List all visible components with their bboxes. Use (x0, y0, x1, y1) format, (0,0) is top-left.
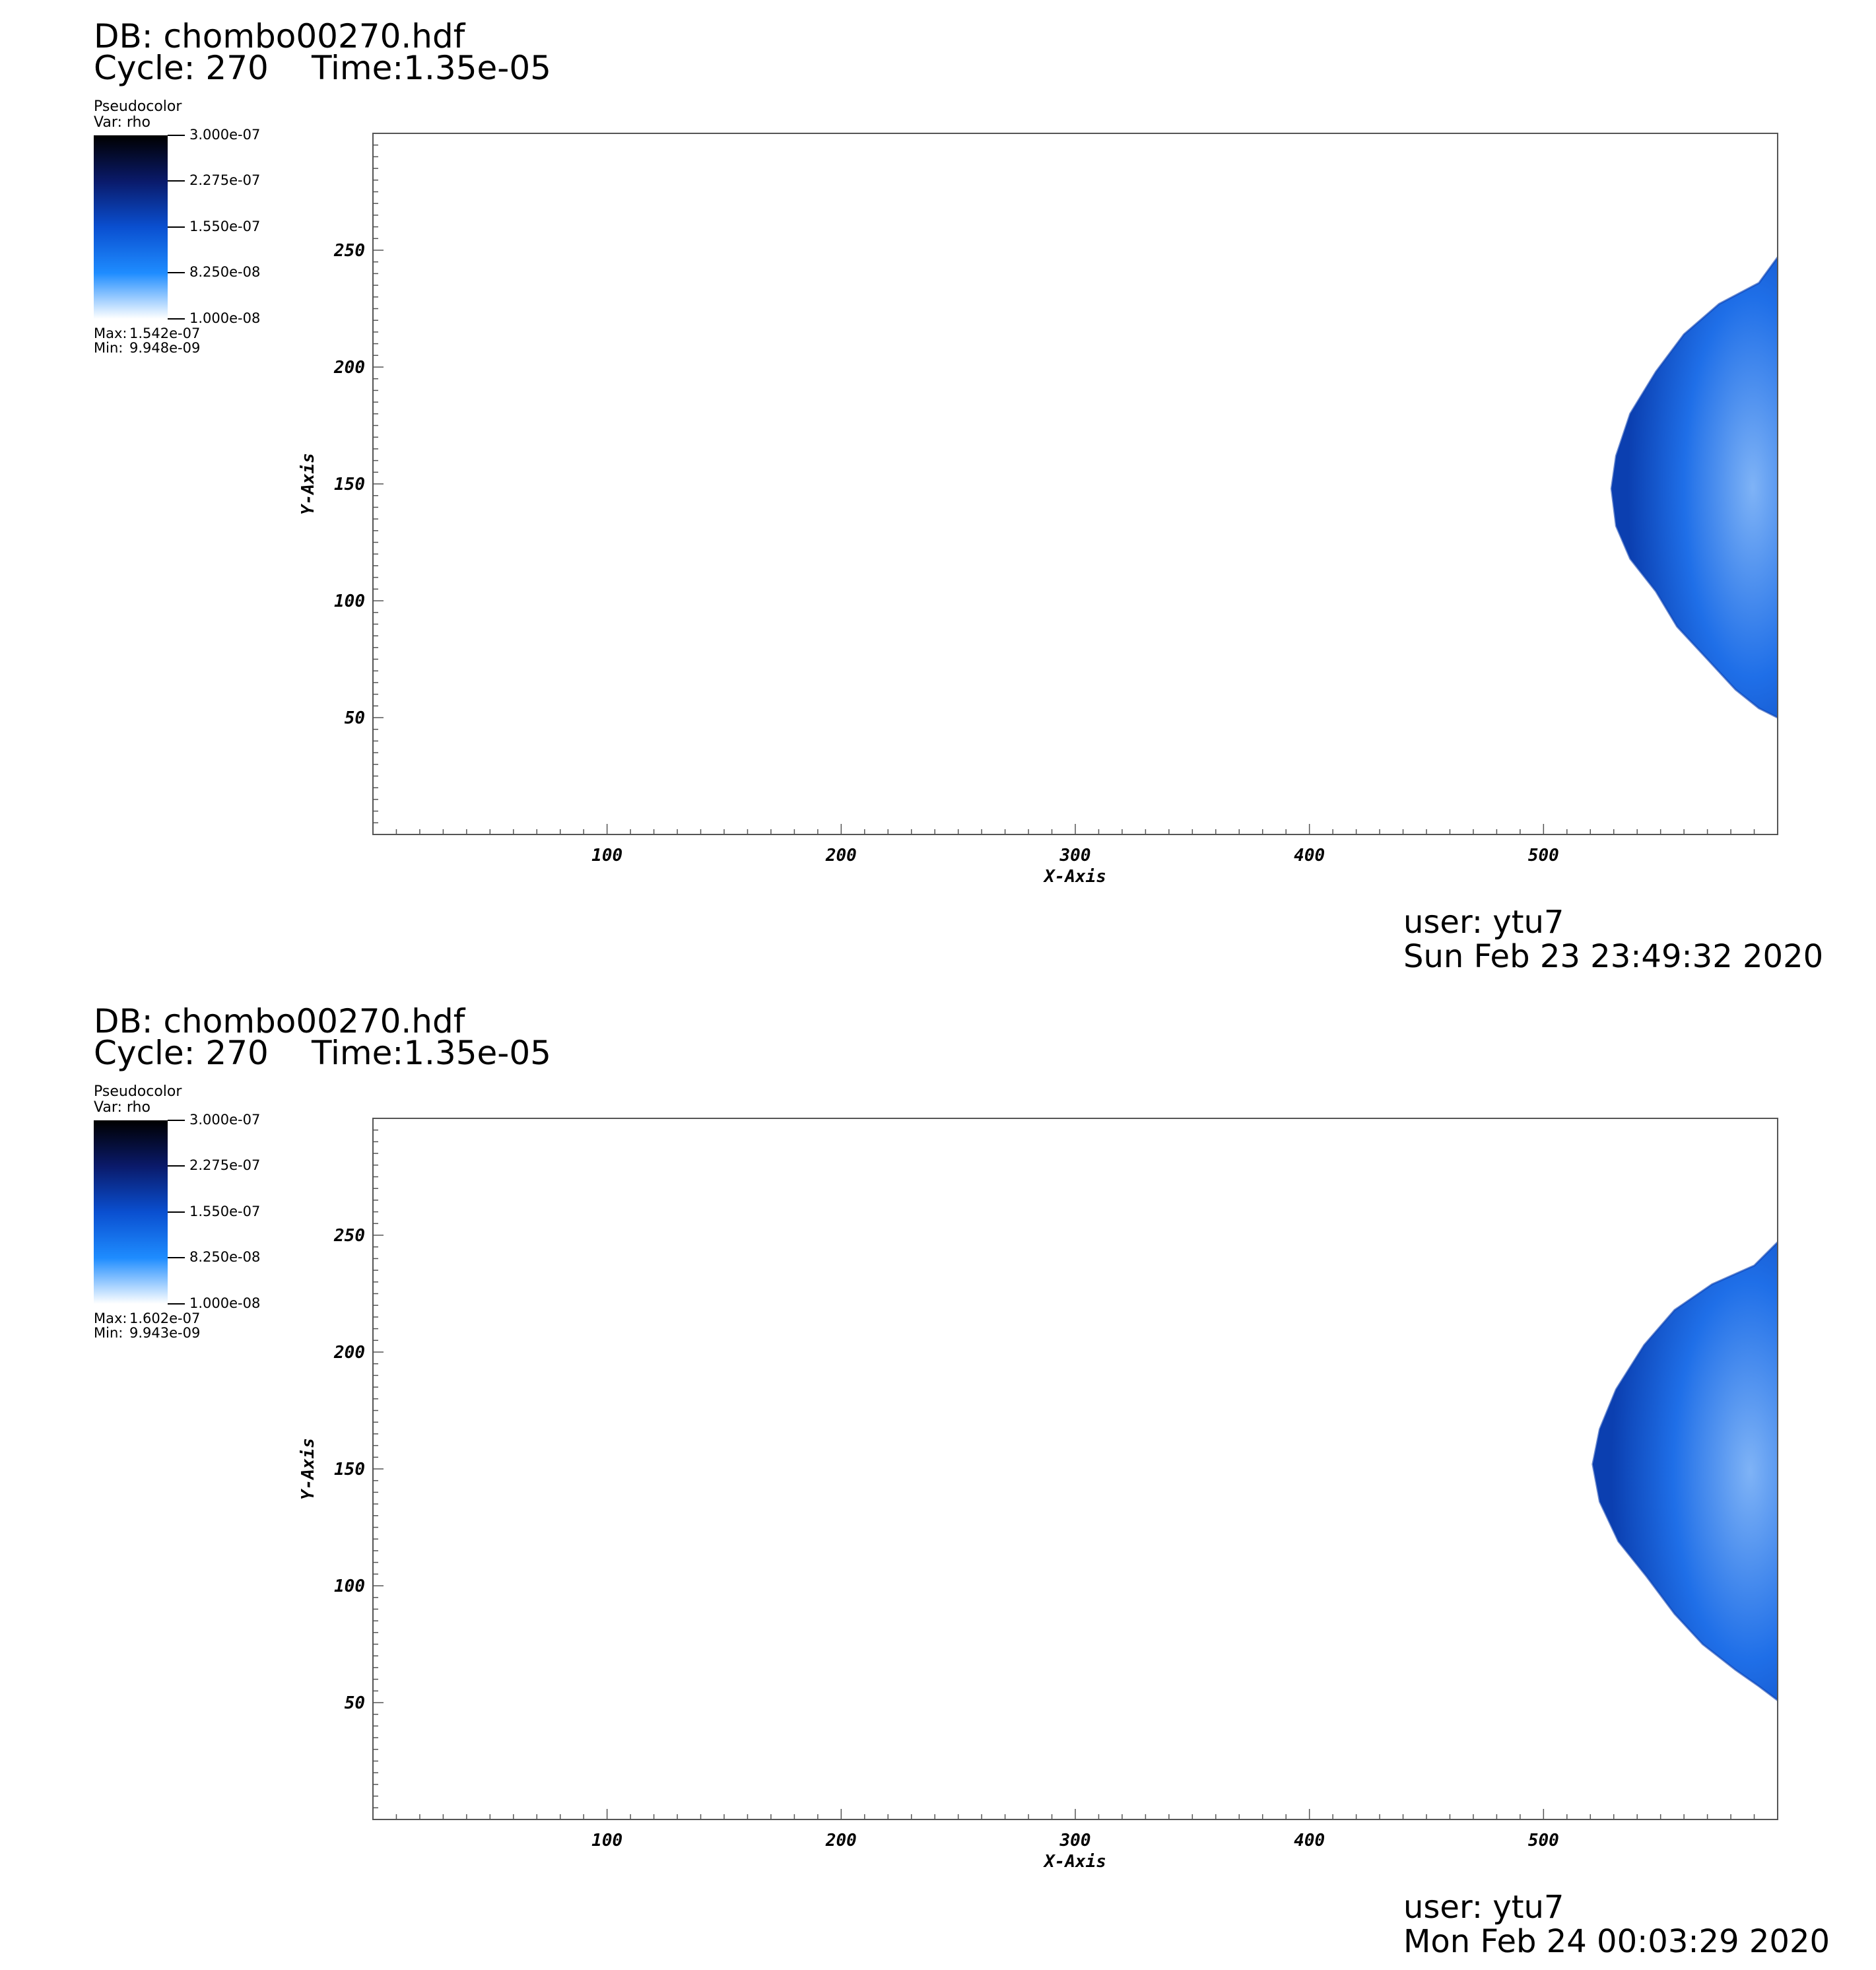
legend-var: Var: rho (94, 114, 151, 131)
time-label: Time:1.35e-05 (312, 1034, 551, 1072)
legend-min: Min: 9.943e-09 (94, 1325, 200, 1341)
x-tick-label: 100 (591, 846, 622, 866)
plot-frame (372, 133, 1778, 835)
x-tick-label: 200 (825, 846, 857, 866)
y-tick-label: 250 (333, 1226, 365, 1246)
colorbar-tick (168, 1120, 185, 1121)
x-axis-label: X-Axis (1043, 867, 1106, 887)
y-tick-label: 150 (334, 475, 365, 494)
x-axis-label: X-Axis (1043, 1852, 1106, 1872)
colorbar (94, 135, 168, 319)
legend-min: Min: 9.948e-09 (94, 340, 200, 356)
colorbar-tick (168, 135, 185, 136)
colorbar-tick-label: 1.550e-07 (189, 1204, 261, 1219)
cycle-value: Cycle: 270 (94, 49, 269, 87)
legend-title: Pseudocolor (94, 1083, 182, 1100)
colorbar-tick (168, 1211, 185, 1213)
legend-max: Max: 1.602e-07 (94, 1310, 200, 1326)
legend-max-value: 1.602e-07 (129, 1310, 201, 1326)
density-front-edge (1591, 1241, 1778, 1701)
colorbar-tick-label: 3.000e-07 (189, 127, 261, 143)
footer-user: user: ytu7 (1403, 1889, 1564, 1926)
db-label: DB: chombo00270.hdf (94, 1002, 465, 1040)
x-tick-label: 500 (1528, 1831, 1559, 1851)
y-tick-label: 100 (334, 1577, 365, 1596)
colorbar-tick (168, 1303, 185, 1305)
y-tick-label: 250 (333, 241, 365, 261)
colorbar (94, 1120, 168, 1304)
legend-min-value: 9.948e-09 (129, 340, 201, 356)
colorbar-tick-label: 1.000e-08 (189, 310, 261, 326)
density-front-edge (1610, 256, 1778, 719)
colorbar-tick-label: 8.250e-08 (189, 264, 261, 280)
colorbar-tick-label: 2.275e-07 (189, 172, 261, 188)
colorbar-tick (168, 272, 185, 273)
legend-min-label: Min: (94, 340, 123, 356)
x-tick-label: 300 (1059, 846, 1091, 866)
panel-bottom: DB: chombo00270.hdf Cycle: 270 Time:1.35… (0, 985, 1876, 1970)
colorbar-tick-label: 1.550e-07 (189, 219, 261, 234)
panel-top: DB: chombo00270.hdf Cycle: 270 Time:1.35… (94, 17, 1824, 975)
legend-max-value: 1.542e-07 (129, 325, 201, 341)
plot: 100 200 300 400 500 50 100 150 200 250 X-Axis Y-Axi… (298, 133, 1778, 887)
y-tick-label: 200 (333, 358, 365, 378)
colorbar-tick-label: 2.275e-07 (189, 1157, 261, 1173)
density-front (1611, 257, 1778, 718)
y-tick-label: 100 (334, 592, 365, 611)
footer-date: Mon Feb 24 00:03:29 2020 (1403, 1923, 1830, 1960)
footer-date: Sun Feb 23 23:49:32 2020 (1403, 938, 1824, 975)
x-tick-label: 400 (1294, 1831, 1325, 1851)
time-label: Time:1.35e-05 (312, 49, 551, 87)
cycle-value: Cycle: 270 (94, 1034, 269, 1072)
x-tick-label: 500 (1528, 846, 1559, 866)
footer-user: user: ytu7 (1403, 904, 1564, 941)
density-field (1610, 256, 1778, 719)
cycle-label: Cycle: 270 Time:1.35e-05 (94, 1034, 551, 1072)
y-tick-label: 200 (333, 1343, 365, 1363)
legend-max-label: Max: (94, 1310, 127, 1326)
legend-max: Max: 1.542e-07 (94, 325, 200, 341)
x-tick-label: 200 (825, 1831, 857, 1851)
colorbar-tick-label: 8.250e-08 (189, 1249, 261, 1265)
legend-var: Var: rho (94, 1099, 151, 1116)
y-axis-label: Y-Axis (298, 453, 318, 515)
cycle-label: Cycle: 270 Time:1.35e-05 (94, 49, 551, 87)
y-tick-label: 50 (345, 708, 365, 728)
colorbar-tick (168, 226, 185, 228)
legend-title: Pseudocolor (94, 98, 182, 115)
plot: 100 200 300 400 500 50 100 150 200 250 X-Axis Y-Axi… (298, 1118, 1778, 1872)
plot-frame (372, 1118, 1778, 1820)
colorbar-tick (168, 180, 185, 182)
density-front (1592, 1242, 1778, 1701)
colorbar-tick-label: 3.000e-07 (189, 1112, 261, 1128)
y-axis-label: Y-Axis (298, 1438, 318, 1500)
y-tick-label: 150 (334, 1460, 365, 1479)
colorbar-tick (168, 1257, 185, 1258)
x-tick-label: 400 (1294, 846, 1325, 866)
legend-max-label: Max: (94, 325, 127, 341)
db-label: DB: chombo00270.hdf (94, 17, 465, 55)
x-tick-label: 300 (1059, 1831, 1091, 1851)
y-tick-label: 50 (345, 1693, 365, 1713)
density-field (1591, 1241, 1778, 1701)
colorbar-tick-label: 1.000e-08 (189, 1295, 261, 1311)
colorbar-tick (168, 1165, 185, 1167)
legend-min-value: 9.943e-09 (129, 1325, 201, 1341)
x-tick-label: 100 (591, 1831, 622, 1851)
colorbar-tick (168, 318, 185, 320)
legend-min-label: Min: (94, 1325, 123, 1341)
